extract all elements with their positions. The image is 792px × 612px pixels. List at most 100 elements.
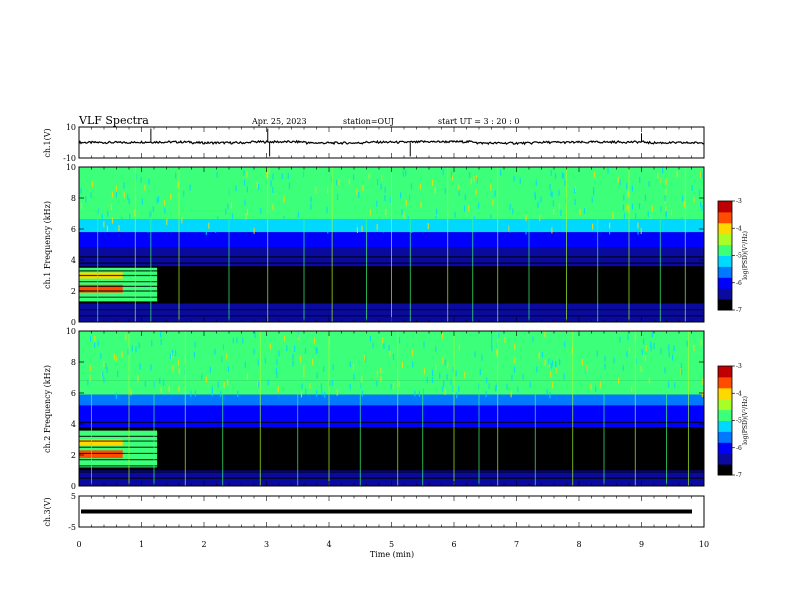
spectral-speckle	[608, 228, 611, 235]
spectral-speckle	[551, 360, 554, 367]
spectral-speckle	[455, 223, 457, 230]
spectral-speckle	[463, 205, 466, 212]
time-axis: 0 1 2 3 4 5 6 7 8 9 10	[76, 540, 709, 549]
spectral-speckle	[380, 367, 382, 374]
spectral-speckle	[604, 363, 606, 370]
spectral-speckle	[211, 386, 214, 393]
spectral-speckle	[177, 182, 179, 189]
spectral-speckle	[638, 202, 641, 209]
spectral-speckle	[423, 341, 425, 348]
spectral-speckle	[558, 189, 560, 196]
spectral-speckle	[336, 389, 338, 396]
spectral-speckle	[555, 366, 557, 373]
spectral-speckle	[637, 222, 639, 229]
spectral-speckle	[637, 228, 639, 235]
spectral-speckle	[194, 341, 196, 348]
spectral-speckle	[450, 379, 452, 386]
spectral-speckle	[495, 384, 497, 391]
colorbar-tick-label: -5	[736, 253, 742, 260]
spectral-speckle	[384, 186, 386, 193]
spectral-speckle	[392, 383, 395, 390]
spectral-speckle	[665, 210, 667, 217]
spectral-speckle	[591, 223, 594, 230]
spectral-speckle	[541, 351, 544, 358]
spectral-speckle	[612, 212, 614, 219]
spectral-speckle	[596, 350, 598, 357]
spectral-speckle	[174, 350, 177, 357]
spectral-speckle	[591, 196, 593, 203]
spectral-speckle	[276, 372, 278, 379]
spectral-speckle	[490, 214, 492, 221]
spectral-speckle	[380, 183, 382, 190]
spectral-speckle	[544, 331, 546, 338]
spectral-speckle	[292, 354, 294, 361]
spectral-speckle	[361, 225, 363, 232]
spectral-speckle	[635, 213, 637, 220]
spectral-speckle	[137, 375, 139, 382]
colorbar-tick-label: -7	[736, 472, 742, 479]
spectral-speckle	[178, 386, 180, 393]
spectral-speckle	[310, 196, 312, 203]
spectral-speckle	[699, 171, 702, 178]
spectral-speckle	[230, 202, 233, 209]
spectral-speckle	[160, 386, 162, 393]
spectral-speckle	[509, 226, 511, 233]
colorbar-segment	[718, 277, 732, 289]
spectral-speckle	[423, 368, 426, 375]
spectral-speckle	[559, 359, 561, 366]
spectral-speckle	[405, 169, 407, 176]
spectral-speckle	[121, 351, 123, 358]
spectral-speckle	[623, 194, 625, 201]
spectral-speckle	[458, 184, 460, 191]
y-tick-label: 10	[66, 163, 76, 172]
spectral-speckle	[376, 370, 378, 377]
spectral-speckle	[121, 217, 123, 224]
spectral-speckle	[431, 369, 434, 376]
spectral-speckle	[246, 171, 248, 178]
spectral-speckle	[546, 389, 548, 396]
spectral-speckle	[244, 199, 246, 206]
spectral-speckle	[494, 190, 496, 197]
spectral-speckle	[570, 222, 572, 229]
spectral-speckle	[181, 217, 183, 224]
spectral-speckle	[135, 346, 137, 353]
colorbar-segment	[718, 420, 732, 432]
spectral-speckle	[177, 359, 180, 366]
spectral-speckle	[454, 211, 456, 218]
spectral-speckle	[147, 226, 149, 233]
spectral-speckle	[619, 336, 621, 343]
spectral-speckle	[682, 195, 684, 202]
station-label: station=OUJ	[343, 117, 394, 126]
spectral-speckle	[330, 176, 333, 183]
spectral-speckle	[583, 208, 586, 215]
spectral-speckle	[626, 182, 628, 189]
spectral-speckle	[525, 228, 527, 235]
spectral-speckle	[490, 184, 492, 191]
spectral-speckle	[237, 390, 239, 397]
spectral-speckle	[551, 191, 553, 198]
spectral-speckle	[127, 194, 129, 201]
spectral-speckle	[117, 370, 119, 377]
spectral-speckle	[651, 331, 653, 338]
ch3-waveform-panel: 5 -5	[68, 492, 705, 532]
colorbar-segment	[718, 299, 732, 311]
spectral-speckle	[442, 168, 444, 175]
colorbar-label: log(PSD)(V²/Hz)	[742, 396, 749, 445]
spectral-speckle	[329, 380, 331, 387]
spectral-speckle	[488, 383, 490, 390]
spectral-speckle	[478, 202, 480, 209]
colorbar-segment	[718, 398, 732, 411]
spectral-speckle	[166, 224, 169, 231]
spectral-speckle	[266, 171, 268, 178]
y-tick-label: 10	[66, 123, 76, 132]
spectral-speckle	[664, 367, 666, 374]
spectral-speckle	[183, 190, 185, 197]
spectral-speckle	[427, 223, 429, 230]
spectral-speckle	[426, 377, 428, 384]
spectral-speckle	[507, 225, 509, 232]
spectral-speckle	[427, 219, 429, 226]
spectral-speckle	[666, 218, 668, 225]
spectral-speckle	[464, 372, 466, 379]
spectral-speckle	[260, 207, 262, 214]
spectral-speckle	[458, 386, 460, 393]
